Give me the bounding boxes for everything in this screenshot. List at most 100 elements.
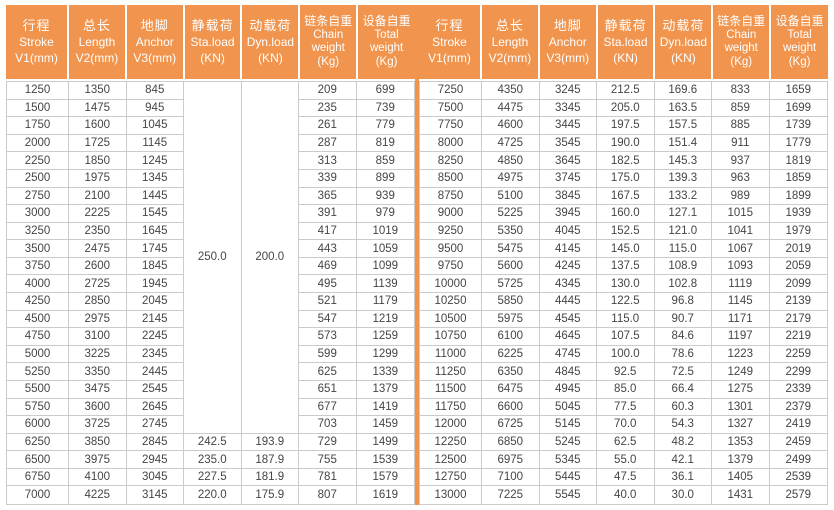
table-cell: 677 (299, 398, 357, 417)
table-header-right: 行程 Stroke V1(mm) 总长 Length V2(mm) 地脚 Anchor V3(m… (419, 5, 828, 79)
table-cell: 979 (356, 205, 414, 223)
header-label-unit: V2(mm) (488, 51, 532, 65)
table-cell: 2745 (126, 416, 184, 434)
table-cell: 1250 (7, 82, 69, 100)
table-cell: 9500 (420, 240, 482, 258)
header-cell-sta-load: 静载荷 Sta.load (KN) (597, 5, 654, 79)
header-label-unit: (KN) (200, 51, 225, 65)
table-cell: 287 (299, 134, 357, 153)
table-cell: 11500 (420, 380, 482, 399)
table-cell: 4545 (539, 310, 597, 329)
table-cell: 5345 (539, 451, 597, 469)
table-cell: 3745 (539, 169, 597, 188)
table-cell: 819 (356, 135, 414, 153)
table-cell: 1779 (769, 135, 827, 153)
table-cell: 3475 (69, 380, 127, 399)
header-label-zh: 动载荷 (662, 18, 705, 33)
table-cell: 167.5 (597, 187, 655, 206)
table-cell: 3975 (69, 451, 127, 469)
table-cell: 1353 (712, 433, 770, 452)
table-cell: 573 (299, 328, 357, 346)
table-cell: 133.2 (654, 187, 712, 206)
table-cell: 1099 (356, 258, 414, 276)
table-cell: 3750 (7, 257, 69, 276)
table-cell: 599 (299, 345, 357, 364)
header-label-unit: V2(mm) (75, 51, 119, 65)
header-label-zh: 链条自重 (304, 14, 353, 28)
header-cell-length: 总长 Length V2(mm) (482, 5, 538, 79)
header-cell-stroke: 行程 Stroke V1(mm) (6, 5, 67, 79)
table-cell: 72.5 (654, 363, 712, 381)
header-cell-chain-weight: 链条自重 Chain weight (Kg) (300, 5, 357, 79)
table-cell: 2225 (69, 205, 127, 223)
table-cell: 3600 (69, 398, 127, 417)
table-cell: 417 (299, 222, 357, 241)
header-label-en: weight (724, 42, 758, 54)
table-cell: 90.7 (654, 310, 712, 329)
table-cell: 1145 (712, 293, 770, 311)
table-cell: 1545 (126, 205, 184, 223)
table-cell: 1139 (356, 275, 414, 293)
table-cell: 4845 (539, 363, 597, 381)
table-cell: 1579 (356, 469, 414, 487)
table-cell: 859 (712, 99, 770, 118)
table-cell: 175.0 (597, 169, 655, 188)
table-cell: 1819 (769, 152, 827, 170)
header-label-unit: V1(mm) (428, 51, 471, 65)
table-cell: 6850 (482, 433, 540, 452)
table-cell: 115.0 (654, 240, 712, 258)
table-cell: 190.0 (597, 134, 655, 153)
header-label-zh: 静载荷 (604, 18, 647, 33)
table-cell: 5500 (7, 380, 69, 399)
table-cell: 4725 (482, 134, 540, 153)
table-cell: 1350 (69, 82, 127, 100)
header-label-en: Length (491, 35, 529, 49)
table-cell: 2345 (126, 345, 184, 364)
table-cell: 911 (712, 134, 770, 153)
spec-table-left-panel: 行程 Stroke V1(mm) 总长 Length V2(mm) 地脚 Anchor V3(m… (6, 5, 415, 505)
header-label-en: weight (782, 42, 817, 54)
table-cell: 2259 (769, 346, 827, 364)
table-cell: 1431 (712, 486, 770, 504)
table-cell: 1659 (769, 82, 827, 100)
table-cell: 2600 (69, 257, 127, 276)
table-cell: 1945 (126, 275, 184, 293)
table-cell: 1539 (356, 451, 414, 469)
table-cell: 205.0 (597, 99, 655, 118)
table-cell: 5750 (7, 398, 69, 417)
table-cell: 6600 (482, 398, 540, 417)
table-cell: 3045 (126, 468, 184, 487)
table-cell: 2339 (769, 381, 827, 399)
table-cell: 6975 (482, 451, 540, 469)
header-label-en: Stroke (19, 35, 54, 49)
table-cell: 2459 (769, 434, 827, 452)
table-cell: 833 (712, 82, 770, 100)
table-cell: 42.1 (654, 451, 712, 469)
table-cell: 12500 (420, 451, 482, 469)
table-cell: 1197 (712, 328, 770, 346)
table-cell: 699 (356, 82, 414, 100)
table-cell: 122.5 (597, 293, 655, 311)
header-label-unit: (KN) (258, 51, 283, 65)
table-cell: 145.3 (654, 152, 712, 170)
header-label-en: weight (311, 42, 345, 54)
table-cell: 1145 (126, 134, 184, 153)
table-cell: 1345 (126, 169, 184, 188)
table-cell: 145.0 (597, 240, 655, 258)
table-cell: 13000 (420, 486, 482, 504)
table-cell: 78.6 (654, 345, 712, 364)
table-cell: 235 (299, 99, 357, 118)
table-cell: 729 (299, 433, 357, 452)
table-cell: 2545 (126, 380, 184, 399)
table-cell: 193.9 (241, 433, 299, 452)
table-cell-merged-sta-load: 250.0 (184, 82, 242, 434)
header-label-zh: 动载荷 (249, 18, 292, 33)
table-cell: 6725 (482, 416, 540, 434)
header-label-en: Chain (726, 28, 757, 41)
table-cell: 92.5 (597, 363, 655, 381)
table-cell: 1301 (712, 398, 770, 417)
header-cell-sta-load: 静载荷 Sta.load (KN) (184, 5, 241, 79)
table-cell: 937 (712, 152, 770, 170)
header-label-unit: (KN) (613, 51, 638, 65)
header-label-zh: 设备自重 (362, 14, 411, 28)
